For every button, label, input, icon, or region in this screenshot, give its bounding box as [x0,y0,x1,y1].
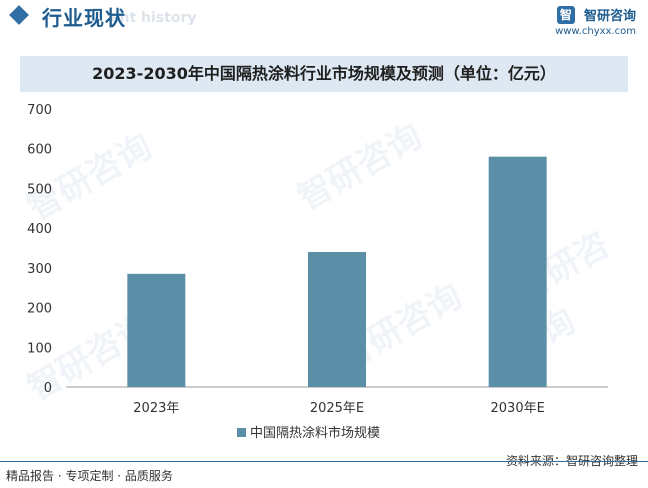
x-tick-label: 2025年E [310,401,364,416]
footer-tagline: 精品报告 · 专项定制 · 品质服务 [6,469,173,483]
footer-divider [0,461,648,462]
bar [488,156,547,387]
x-tick-label: 2023年 [133,401,179,416]
y-tick-label: 200 [27,302,52,317]
y-tick-label: 100 [27,341,52,356]
y-tick-label: 500 [27,182,52,197]
chart-title: 2023-2030年中国隔热涂料行业市场规模及预测（单位：亿元） [92,64,556,83]
section-title: 行业现状 [42,6,126,30]
y-tick-label: 400 [27,222,52,237]
y-tick-label: 600 [27,143,52,158]
y-tick-label: 700 [27,103,52,118]
brand: 智 智研咨询 www.chyxx.com [555,4,636,37]
y-tick-label: 0 [44,381,52,396]
legend-label: 中国隔热涂料市场规模 [250,425,380,441]
chart-title-band: 2023-2030年中国隔热涂料行业市场规模及预测（单位：亿元） [20,56,628,92]
y-tick-label: 300 [27,262,52,277]
bar [308,251,366,387]
legend-swatch [237,428,246,437]
brand-logo-icon: 智 [556,5,575,24]
x-tick-label: 2030年E [491,401,545,416]
brand-name: 智研咨询 [583,9,636,24]
header: ent history 行业现状 智 智研咨询 www.chyxx.com [0,0,648,40]
bar [127,273,186,387]
ghost-subtitle: ent history [110,10,197,26]
brand-url[interactable]: www.chyxx.com [555,26,636,37]
bar-chart: 0 100 200 300 400 500 600 700 2023年 2025年E 2030年E 中… [27,103,608,441]
